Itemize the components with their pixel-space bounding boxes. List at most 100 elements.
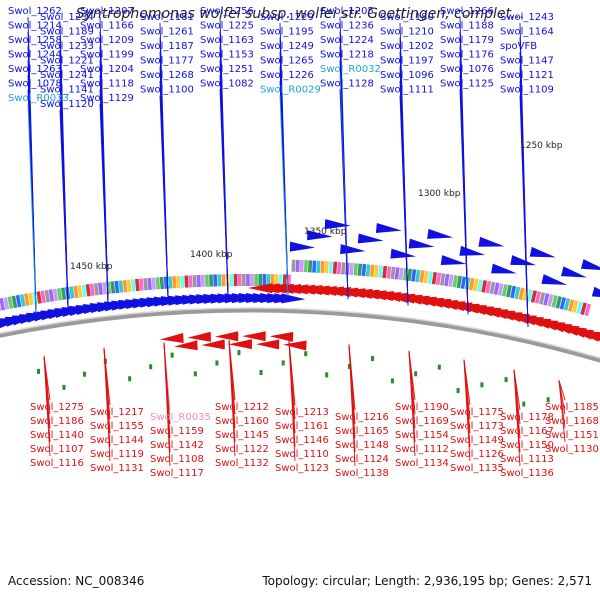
gene-label-swol_1167: Swol_1167 — [500, 426, 554, 437]
feature-block — [324, 261, 329, 274]
callout-lines — [27, 16, 566, 467]
gene-label-spovfb: spoVFB — [500, 41, 537, 52]
gc-marker — [437, 364, 441, 370]
feature-block — [77, 285, 83, 298]
feature-block — [543, 293, 550, 306]
backbone-arc — [0, 307, 600, 363]
feature-block — [349, 262, 354, 276]
gene-label-swol_1100: Swol_1100 — [140, 85, 194, 96]
callout-line — [399, 95, 409, 306]
callout-line — [339, 89, 349, 300]
gene-label-swol_1226: Swol_1226 — [260, 70, 314, 81]
feature-block — [357, 263, 363, 276]
gene-label-swol_1176: Swol_1176 — [440, 50, 494, 61]
gene-label-swol_1210: Swol_1210 — [380, 27, 434, 38]
feature-block — [229, 274, 234, 287]
gene-label-swol_1229: Swol_1229 — [260, 12, 314, 23]
callout-line — [463, 359, 471, 462]
gene-label-swol_1132: Swol_1132 — [215, 458, 269, 469]
gene-label-swol_1263: Swol_1263 — [8, 64, 62, 75]
gene-label-swol_1140: Swol_1140 — [30, 430, 84, 441]
gc-marker — [259, 370, 263, 376]
gc-marker — [456, 388, 460, 394]
feature-block — [390, 266, 396, 280]
genome-backbone — [0, 307, 600, 363]
reverse-gene-arrow — [269, 331, 294, 342]
feature-block — [36, 291, 42, 304]
feature-block — [489, 281, 496, 295]
feature-block — [353, 263, 358, 276]
feature-block — [98, 282, 103, 295]
feature-block — [398, 267, 404, 281]
gene-label-swol_1146: Swol_1146 — [275, 435, 329, 446]
feature-block — [56, 288, 63, 301]
forward-gene-arrow — [390, 248, 416, 259]
feature-block — [493, 282, 500, 295]
gene-label-swol_1256: Swol_1256 — [200, 6, 254, 17]
feature-block — [501, 284, 508, 297]
gene-label-swol_1145: Swol_1145 — [215, 430, 269, 441]
gene-label-swol_1177: Swol_1177 — [140, 56, 194, 67]
gene-label-swol_1251: Swol_1251 — [200, 64, 254, 75]
feature-block — [378, 265, 383, 278]
gene-label-swol_1218: Swol_1218 — [320, 50, 374, 61]
gene-label-swol_1243: Swol_1243 — [500, 12, 554, 23]
gene-label-swol_1213: Swol_1213 — [275, 407, 329, 418]
forward-gene-arrow — [510, 255, 537, 266]
feature-block — [506, 284, 512, 298]
gc-marker — [347, 364, 351, 370]
feature-block — [460, 276, 467, 289]
feature-block — [468, 277, 475, 291]
gc-marker — [193, 371, 197, 377]
gene-label-swol_r0029: Swol_R0029 — [260, 85, 321, 96]
feature-block — [130, 279, 136, 292]
feature-block — [81, 284, 87, 297]
feature-block — [73, 285, 79, 299]
feature-block — [184, 275, 189, 288]
feature-block — [365, 264, 371, 277]
feature-block — [415, 269, 421, 283]
callout-line — [27, 103, 37, 314]
gene-label-swol_r0033: Swol_R0033 — [8, 93, 69, 104]
feature-block — [217, 274, 222, 287]
feature-block — [580, 302, 587, 315]
gene-label-swol_1076: Swol_1076 — [440, 64, 494, 75]
gc-marker — [522, 401, 526, 407]
forward-gene-arrow — [307, 230, 333, 241]
feature-block — [262, 274, 267, 287]
feature-block — [308, 260, 313, 273]
reverse-gene-arrow — [255, 339, 280, 350]
callout-line — [348, 344, 356, 467]
feature-block — [23, 293, 30, 306]
gene-label-swol_1168: Swol_1168 — [545, 416, 599, 427]
feature-block — [221, 274, 226, 287]
feature-block — [209, 274, 214, 287]
kbp-ticks: 1250 kbp 1300 kbp 1350 kbp 1400 kbp 1450 kbp — [70, 141, 563, 272]
gene-label-swol_1179: Swol_1179 — [440, 35, 494, 46]
feature-block — [114, 280, 120, 294]
kbp-tick-label: 1350 kbp — [304, 227, 347, 237]
gene-label-swol_1236: Swol_1236 — [320, 21, 374, 32]
feature-block — [316, 260, 321, 273]
gene-label-swol_1216: Swol_1216 — [335, 412, 389, 423]
feature-block — [147, 277, 152, 291]
gene-label-swol_1150: Swol_1150 — [500, 440, 554, 451]
feature-block — [407, 268, 413, 282]
gene-label-swol_1164: Swol_1164 — [500, 27, 554, 38]
callout-line — [219, 89, 229, 296]
gene-label-swol_1214: Swol_1214 — [8, 21, 62, 32]
gene-label-swol_1109: Swol_1109 — [500, 85, 554, 96]
gene-label-swol_1180: Swol_1180 — [380, 12, 434, 23]
feature-block — [102, 282, 108, 295]
gc-marker — [504, 377, 508, 383]
reverse-gene-arrow — [242, 331, 266, 342]
feature-block — [386, 266, 392, 279]
gene-label-swol_1185: Swol_1185 — [545, 402, 599, 413]
genome-summary: Topology: circular; Length: 2,936,195 bp… — [262, 574, 592, 588]
callout-line — [59, 109, 69, 309]
feature-block — [118, 280, 124, 293]
gene-label-swol_1123: Swol_1123 — [275, 463, 329, 474]
feature-block — [431, 272, 438, 285]
gene-label-swol_1268: Swol_1268 — [140, 70, 194, 81]
